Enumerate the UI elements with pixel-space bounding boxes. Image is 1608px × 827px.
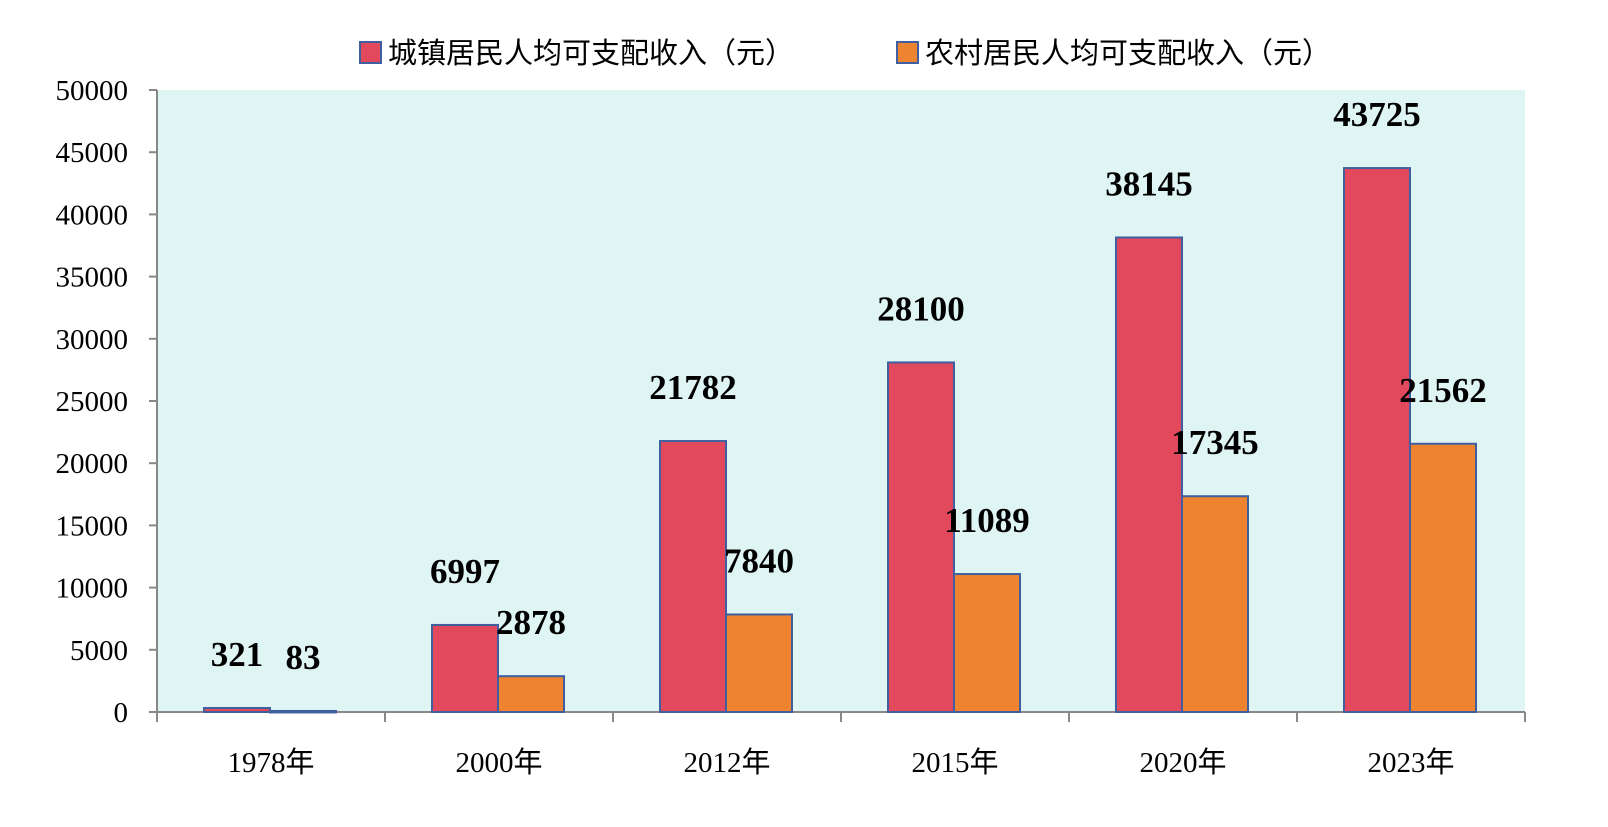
y-tick-label: 40000	[56, 199, 129, 231]
x-tick-label: 2012年	[683, 746, 770, 779]
data-label: 7840	[724, 541, 794, 580]
data-label: 21782	[649, 368, 737, 407]
bar-rural	[269, 709, 337, 714]
data-label: 83	[286, 638, 321, 677]
x-tick-label: 2023年	[1367, 746, 1454, 779]
bar-urban	[203, 707, 271, 714]
bar-rural	[1409, 442, 1477, 713]
bar-urban	[659, 440, 727, 713]
y-tick-label: 15000	[56, 510, 129, 542]
data-label: 2878	[496, 603, 566, 642]
data-label: 321	[211, 635, 264, 674]
legend-label: 农村居民人均可支配收入（元）	[925, 36, 1331, 70]
y-tick-label: 10000	[56, 573, 129, 605]
x-tick-label: 2000年	[455, 746, 542, 779]
data-label: 6997	[430, 552, 500, 591]
y-tick-label: 45000	[56, 137, 129, 169]
bar-urban	[887, 361, 955, 713]
data-label: 28100	[877, 289, 965, 328]
y-tick-label: 5000	[70, 635, 128, 667]
bar-urban	[1343, 167, 1411, 714]
data-label: 21562	[1399, 371, 1487, 410]
y-tick-label: 25000	[56, 386, 129, 418]
y-tick-label: 0	[114, 697, 129, 729]
bar-urban	[431, 623, 499, 714]
bar-rural	[1181, 495, 1249, 714]
data-label: 17345	[1171, 423, 1259, 462]
data-label: 38145	[1105, 164, 1193, 203]
plot-area	[157, 90, 1525, 712]
bar-urban	[1115, 236, 1183, 713]
legend-swatch	[896, 41, 919, 64]
y-tick-label: 50000	[56, 75, 129, 107]
x-tick-label: 2015年	[911, 746, 998, 779]
y-tick-label: 35000	[56, 262, 129, 294]
y-tick-label: 30000	[56, 324, 129, 356]
legend-label: 城镇居民人均可支配收入（元）	[388, 36, 794, 70]
bar-rural	[953, 573, 1021, 714]
legend-swatch	[359, 41, 382, 64]
bar-rural	[725, 613, 793, 713]
data-label: 43725	[1333, 95, 1421, 134]
y-tick-label: 20000	[56, 448, 129, 480]
x-tick-label: 1978年	[227, 746, 314, 779]
x-tick-label: 2020年	[1139, 746, 1226, 779]
bar-rural	[497, 675, 565, 714]
data-label: 11089	[944, 501, 1030, 540]
